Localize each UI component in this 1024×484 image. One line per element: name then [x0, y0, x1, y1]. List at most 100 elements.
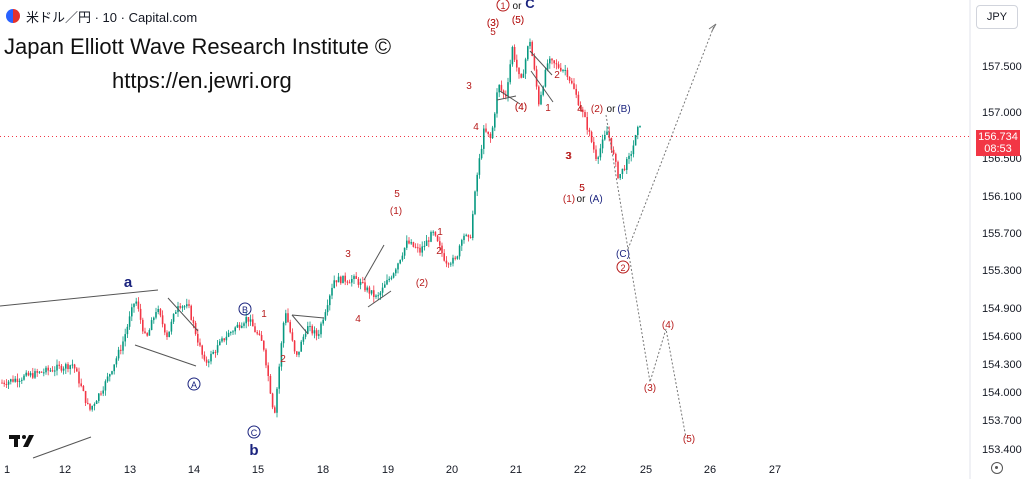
candle-body — [467, 234, 470, 237]
candle-body — [78, 371, 80, 384]
candle-body — [626, 159, 628, 170]
candle-body — [164, 324, 166, 333]
candle-body — [522, 73, 525, 78]
candle-body — [595, 149, 597, 160]
candle-body — [331, 287, 333, 296]
candle-body — [359, 282, 362, 285]
y-tick-label: 154.300 — [982, 359, 1022, 371]
wave-circle — [616, 260, 630, 274]
symbol-header[interactable]: 米ドル／円 · 10 · Capital.com — [6, 6, 197, 26]
wave-label: (3) — [487, 18, 499, 29]
triangle-line — [167, 297, 199, 332]
candle-body — [210, 353, 212, 362]
candle-body — [489, 133, 492, 139]
wave-label: (2) — [591, 104, 603, 115]
candle-body — [571, 80, 573, 84]
triangle-line — [530, 70, 554, 103]
candle-body — [5, 384, 8, 386]
candle-body — [392, 273, 395, 278]
candle-body — [76, 368, 78, 372]
settings-gear-icon[interactable] — [991, 462, 1003, 474]
candle-body — [282, 322, 285, 344]
candle-body — [223, 338, 225, 341]
candle-body — [472, 214, 474, 238]
candle-body — [126, 326, 129, 335]
candle-body — [192, 319, 195, 323]
candle-body — [498, 84, 500, 93]
candle-body — [421, 246, 423, 253]
watermark-url: https://en.jewri.org — [112, 68, 292, 93]
candle-body — [170, 321, 173, 332]
candle-body — [256, 332, 258, 334]
candle-body — [621, 168, 624, 174]
wave-label: or — [607, 104, 617, 115]
candle-body — [366, 287, 368, 291]
candle-body — [34, 371, 36, 378]
candle-body — [344, 275, 346, 282]
y-tick-label: 154.900 — [982, 303, 1022, 315]
candle-body — [47, 367, 49, 371]
wave-label: 3 — [566, 151, 572, 162]
candle-body — [384, 284, 386, 288]
candle-body — [267, 365, 269, 376]
x-tick-label: 19 — [382, 464, 394, 476]
candle-body — [577, 94, 580, 106]
x-tick-label: 18 — [317, 464, 329, 476]
candle-body — [54, 370, 56, 372]
wave-label: b — [249, 442, 258, 459]
wave-label: 4 — [355, 314, 361, 325]
candle-body — [166, 332, 168, 337]
candle-body — [379, 292, 382, 296]
wave-label: (2) — [416, 278, 428, 289]
candle-body — [564, 69, 566, 71]
candle-body — [496, 92, 498, 114]
candle-body — [450, 263, 452, 265]
candle-body — [137, 301, 140, 309]
candle-body — [375, 295, 377, 297]
tradingview-logo[interactable] — [9, 432, 39, 448]
candle-body — [113, 364, 115, 372]
candle-body — [219, 341, 221, 346]
candle-body — [623, 168, 626, 170]
candle-body — [269, 375, 272, 394]
trend-line-upper — [0, 289, 159, 307]
x-tick-label: 27 — [769, 464, 781, 476]
candle-body — [296, 351, 298, 355]
last-price-value: 156.734 — [978, 131, 1018, 143]
candle-body — [401, 255, 404, 260]
candle-body — [144, 331, 146, 334]
wave-label: 5 — [579, 183, 585, 194]
candle-body — [300, 341, 302, 352]
candle-body — [225, 336, 228, 341]
candle-body — [38, 371, 41, 373]
candle-body — [16, 378, 19, 382]
candle-body — [414, 246, 417, 248]
candle-body — [18, 380, 21, 382]
candle-body — [441, 245, 443, 254]
candle-body — [542, 86, 544, 95]
y-tick-label: 157.000 — [982, 107, 1022, 119]
candle-body — [27, 372, 30, 376]
candle-body — [544, 69, 547, 87]
y-tick-label: 155.300 — [982, 265, 1022, 277]
candle-body — [245, 317, 247, 324]
candle-body — [36, 371, 38, 373]
candle-body — [364, 282, 366, 291]
wave-label: 2 — [436, 246, 442, 257]
candle-body — [546, 63, 549, 70]
candle-body — [452, 257, 454, 264]
candle-body — [377, 295, 379, 297]
candle-body — [67, 364, 69, 370]
candle-body — [562, 70, 564, 72]
candle-body — [247, 317, 250, 322]
candle-body — [573, 83, 575, 89]
candle-body — [65, 364, 67, 369]
candle-body — [538, 86, 540, 105]
currency-selector[interactable]: JPY — [976, 5, 1018, 29]
wave-label: (4) — [515, 102, 527, 113]
candle-body — [513, 47, 516, 60]
candle-body — [128, 316, 131, 327]
candle-body — [430, 232, 432, 242]
